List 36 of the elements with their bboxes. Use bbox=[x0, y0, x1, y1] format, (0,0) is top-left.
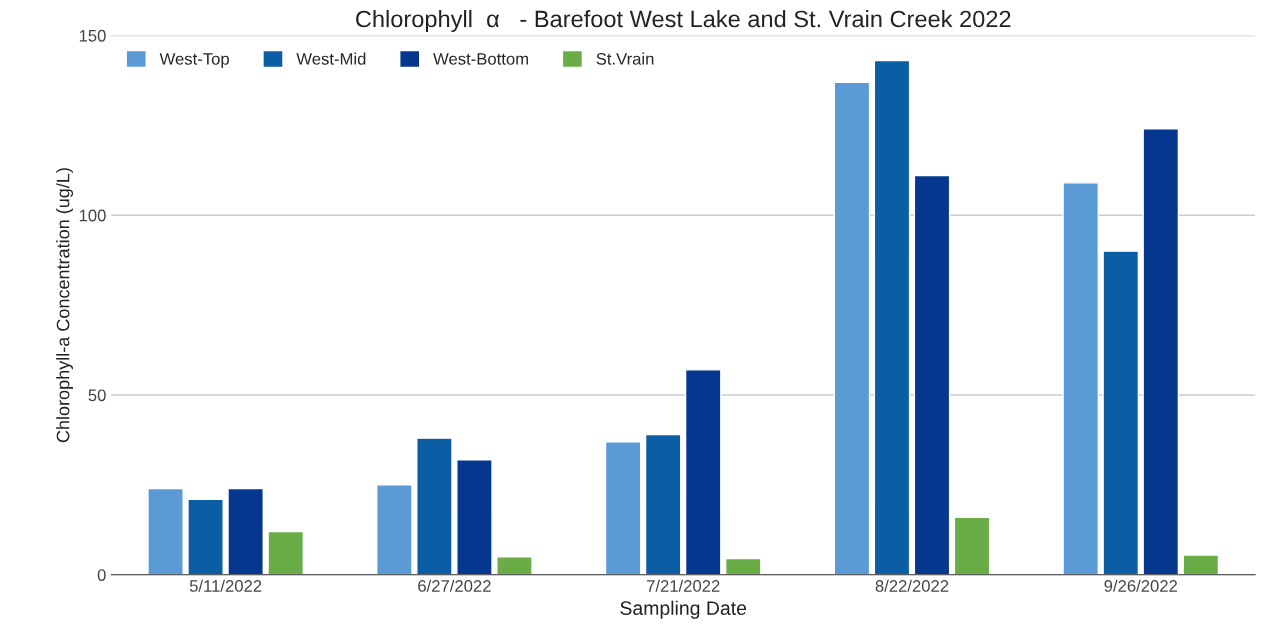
bar bbox=[227, 487, 264, 575]
bar bbox=[376, 484, 413, 575]
bar bbox=[833, 81, 871, 575]
y-tick-label: 100 bbox=[79, 209, 106, 222]
y-tick-label: 0 bbox=[97, 569, 106, 581]
x-tick-label: 7/21/2022 bbox=[646, 579, 720, 592]
legend-label: West-Bottom bbox=[433, 53, 528, 65]
legend-label: West-Top bbox=[159, 53, 229, 69]
bar bbox=[724, 557, 762, 575]
bar bbox=[1062, 182, 1100, 575]
bar bbox=[913, 174, 951, 575]
bar bbox=[953, 516, 991, 575]
bar bbox=[644, 433, 682, 575]
bar bbox=[187, 498, 224, 575]
bar bbox=[873, 59, 911, 575]
x-tick-label: 6/27/2022 bbox=[418, 579, 491, 592]
bar bbox=[456, 459, 493, 575]
chart-title: Chlorophyll α - Barefoot West Lake and St. Vrain Creek 2022 bbox=[356, 10, 1011, 33]
x-tick-label: 8/22/2022 bbox=[875, 579, 949, 592]
x-axis-title: Sampling Date bbox=[620, 600, 747, 619]
bar bbox=[147, 487, 184, 575]
bar bbox=[267, 530, 304, 575]
bar bbox=[1182, 554, 1220, 575]
bar bbox=[1142, 128, 1180, 575]
bar bbox=[416, 437, 453, 575]
y-tick-label: 150 bbox=[79, 29, 106, 42]
bar bbox=[604, 441, 642, 575]
legend-label: St.Vrain bbox=[596, 52, 654, 65]
bar bbox=[496, 556, 533, 575]
x-tick-label: 5/11/2022 bbox=[189, 579, 262, 592]
bar bbox=[684, 369, 722, 575]
x-tick-label: 9/26/2022 bbox=[1104, 579, 1177, 592]
legend-label: West-Mid bbox=[296, 52, 366, 65]
y-axis-title: Chlorophyll-a Concentration (ug/L) bbox=[56, 168, 74, 443]
bar bbox=[1102, 250, 1140, 575]
y-tick-label: 50 bbox=[88, 389, 106, 402]
